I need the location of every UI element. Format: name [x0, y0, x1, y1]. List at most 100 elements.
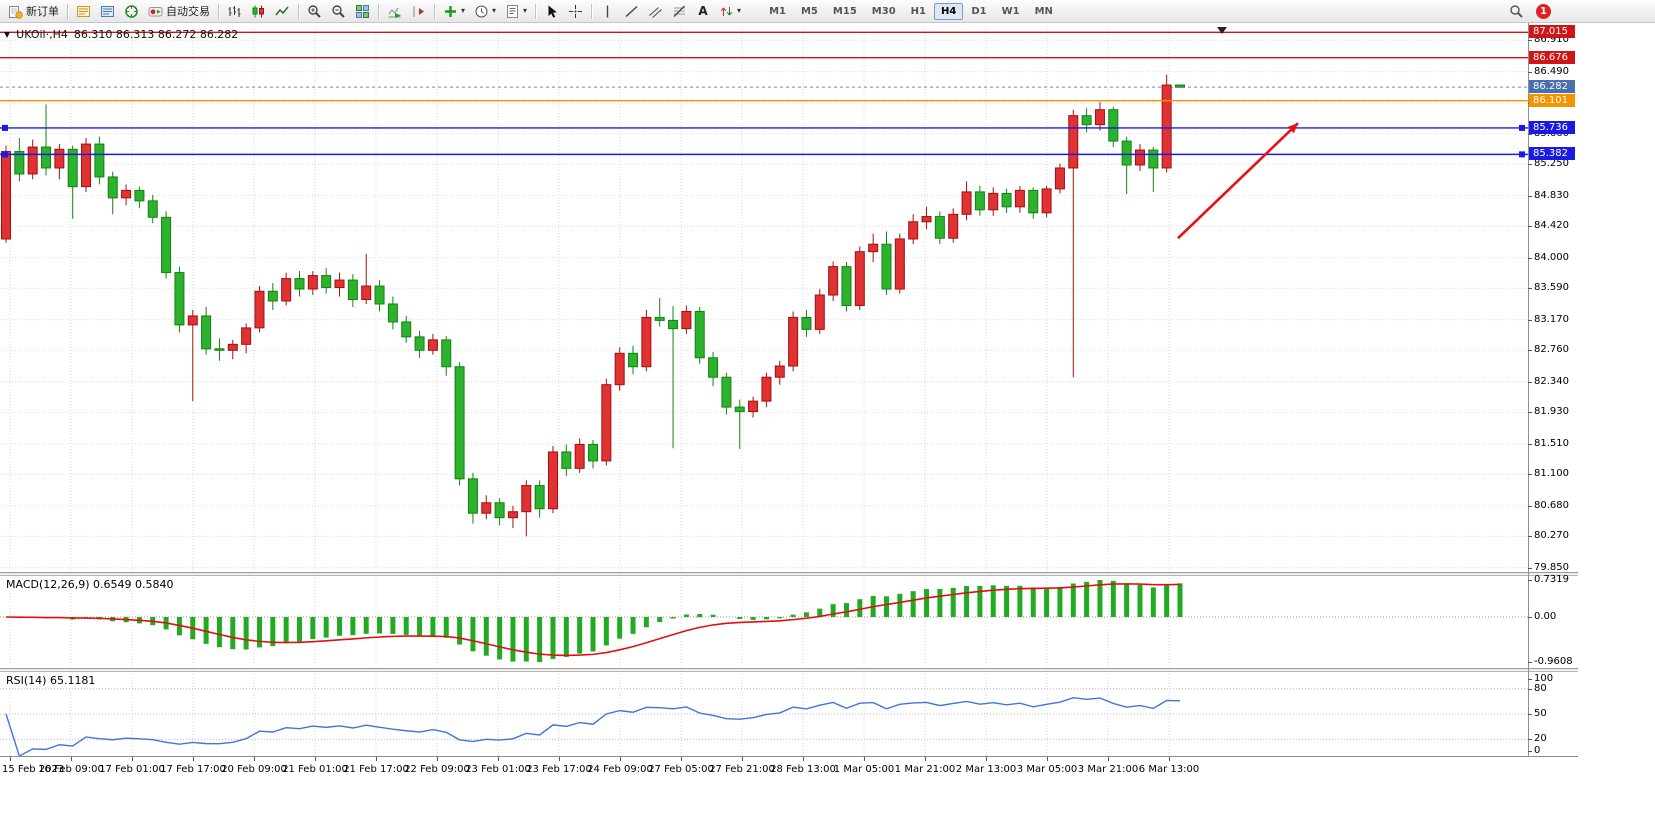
toolbar-separator	[378, 3, 379, 19]
rsi-indicator	[0, 688, 1528, 756]
timeframe-button-m30[interactable]: M30	[865, 3, 903, 20]
new-order-label: 新订单	[26, 5, 59, 18]
new-order-icon	[9, 5, 23, 19]
price-axis-label: 81.930	[1534, 406, 1569, 418]
price-axis-label: 81.100	[1534, 468, 1569, 480]
timeframe-toolbar: M1 M5 M15 M30 H1 H4 D1 W1 MN	[762, 2, 1060, 20]
axis-tick	[498, 757, 499, 761]
tile-windows-icon	[356, 4, 369, 18]
arrows-tool-button[interactable]: ▾	[715, 1, 745, 21]
toolbar-separator	[298, 3, 299, 19]
axis-tick	[315, 757, 316, 761]
trendline-tool-button[interactable]	[620, 1, 643, 21]
time-axis-label: 6 Mar 13:00	[1138, 764, 1200, 775]
time-axis[interactable]: 15 Feb 2023 16 Feb 09:00 17 Feb 01:00 17 Fe…	[0, 756, 1578, 782]
toolbar-separator	[218, 3, 219, 19]
clock-icon	[475, 5, 488, 17]
price-axis-label: 80.270	[1534, 530, 1569, 542]
data-window-button[interactable]	[96, 1, 119, 21]
price-axis-label: 83.590	[1534, 282, 1569, 294]
timeframe-button-d1[interactable]: D1	[964, 3, 993, 20]
chart-shift-button[interactable]	[407, 1, 430, 21]
auto-trading-button[interactable]: 自动交易	[144, 1, 214, 21]
market-watch-icon	[77, 5, 90, 17]
cursor-tool-button[interactable]	[540, 1, 563, 21]
symbol-period-label: UKOil·,H4	[16, 28, 68, 41]
notification-badge[interactable]: 1	[1536, 3, 1551, 19]
axis-tick	[254, 757, 255, 761]
candlestick-series	[1, 74, 1185, 537]
timeframe-button-mn[interactable]: MN	[1028, 3, 1060, 20]
timeframe-button-m1[interactable]: M1	[762, 3, 793, 20]
dropdown-caret-icon: ▾	[523, 6, 528, 15]
price-axis-label: 81.510	[1534, 437, 1569, 449]
time-axis-label: 1 Mar 21:00	[894, 764, 956, 775]
fibonacci-tool-button[interactable]	[668, 1, 691, 21]
zoom-in-button[interactable]	[303, 1, 326, 21]
time-axis-label: 21 Feb 01:00	[282, 764, 348, 775]
chart-canvas[interactable]	[0, 23, 1528, 756]
tile-windows-button[interactable]	[351, 1, 374, 21]
time-axis-label: 16 Feb 09:00	[38, 764, 104, 775]
market-watch-button[interactable]	[72, 1, 95, 21]
indicators-dropdown-button[interactable]: ▾	[439, 1, 469, 21]
time-axis-label: 27 Feb 05:00	[648, 764, 714, 775]
chart-shift-marker[interactable]	[1217, 27, 1227, 34]
toolbar-separator	[67, 3, 68, 19]
axis-tick	[803, 757, 804, 761]
timeframe-button-m5[interactable]: M5	[794, 3, 825, 20]
axis-tick	[132, 757, 133, 761]
time-axis-label: 21 Feb 17:00	[343, 764, 409, 775]
price-axis-label: 83.170	[1534, 313, 1569, 325]
channel-tool-button[interactable]	[644, 1, 667, 21]
hline-price-badge: 85.382	[1529, 147, 1575, 161]
zoom-out-icon	[332, 4, 345, 18]
axis-tick	[437, 757, 438, 761]
auto-scroll-button[interactable]	[383, 1, 406, 21]
axis-tick	[986, 757, 987, 761]
rsi-panel-divider[interactable]	[0, 668, 1578, 672]
rsi-axis-label: 50	[1534, 708, 1547, 719]
price-axis-label: 85.250	[1534, 158, 1569, 170]
bar-chart-mode-button[interactable]	[223, 1, 246, 21]
fibonacci-icon	[673, 5, 686, 17]
zoom-out-button[interactable]	[327, 1, 350, 21]
line-chart-mode-button[interactable]	[271, 1, 294, 21]
candlestick-icon	[252, 5, 264, 17]
navigator-button[interactable]	[120, 1, 143, 21]
axis-tick	[925, 757, 926, 761]
chart-ohlc-header: ▼ UKOil·,H4 86.310 86.313 86.272 86.282	[4, 28, 238, 41]
candlestick-mode-button[interactable]	[247, 1, 270, 21]
toolbar-right-group: 1	[1505, 1, 1551, 21]
new-order-button[interactable]: 新订单	[4, 1, 63, 21]
cursor-icon	[548, 5, 557, 18]
templates-dropdown-button[interactable]: ▾	[501, 1, 531, 21]
price-axis-border	[1528, 23, 1529, 756]
search-button[interactable]	[1505, 1, 1528, 21]
toolbar-separator	[535, 3, 537, 19]
axis-tick	[193, 757, 194, 761]
current-price-badge: 86.282	[1529, 80, 1575, 94]
hline-price-badge: 86.101	[1529, 93, 1575, 107]
crosshair-tool-button[interactable]	[564, 1, 587, 21]
timeframe-button-h1[interactable]: H1	[904, 3, 933, 20]
drawn-objects[interactable]	[0, 27, 1528, 240]
text-tool-button[interactable]: A	[692, 1, 714, 21]
macd-panel-divider[interactable]	[0, 572, 1578, 576]
trend-arrow[interactable]	[1177, 122, 1299, 240]
rsi-axis-label: 80	[1534, 682, 1547, 694]
axis-tick	[1108, 757, 1109, 761]
data-window-icon	[101, 5, 114, 17]
price-axis-label: 84.000	[1534, 251, 1569, 263]
macd-header: MACD(12,26,9) 0.6549 0.5840	[6, 578, 174, 591]
vertical-line-icon	[606, 5, 609, 17]
rsi-axis-label: 0	[1534, 745, 1541, 756]
collapse-triangle-icon[interactable]: ▼	[4, 30, 11, 39]
timeframe-button-w1[interactable]: W1	[995, 3, 1027, 20]
timeframe-button-h4[interactable]: H4	[933, 2, 964, 20]
vertical-line-tool-button[interactable]	[596, 1, 619, 21]
time-axis-label: 3 Mar 21:00	[1077, 764, 1139, 775]
timeframe-button-m15[interactable]: M15	[826, 3, 864, 20]
periods-dropdown-button[interactable]: ▾	[470, 1, 500, 21]
